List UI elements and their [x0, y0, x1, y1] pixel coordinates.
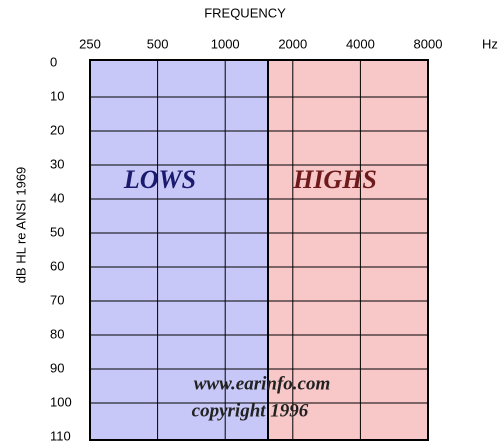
x-tick-label: 1000 — [211, 36, 240, 51]
y-tick-label: 90 — [50, 360, 64, 375]
y-tick-label: 20 — [50, 122, 64, 137]
y-tick-label: 50 — [50, 224, 64, 239]
region-label: LOWS — [123, 165, 196, 194]
y-tick-label: 100 — [50, 394, 72, 409]
x-unit: Hz — [482, 36, 498, 51]
highs-region — [268, 60, 428, 440]
y-tick-label: 30 — [50, 156, 64, 171]
y-label: dB HL re ANSI 1969 — [13, 167, 28, 284]
y-tick-label: 60 — [50, 258, 64, 273]
x-tick-label: 4000 — [346, 36, 375, 51]
title: FREQUENCY — [204, 5, 286, 20]
lows-region — [90, 60, 268, 440]
y-tick-label: 110 — [50, 428, 71, 443]
watermark: www.earinfo.com — [194, 373, 331, 394]
y-tick-label: 70 — [50, 292, 64, 307]
plot-frame — [89, 59, 429, 441]
watermark: copyright 1996 — [192, 400, 309, 421]
y-tick-label: 40 — [50, 190, 64, 205]
y-tick-label: 10 — [50, 88, 64, 103]
y-tick-label: 0 — [50, 54, 57, 69]
x-tick-label: 2000 — [278, 36, 307, 51]
x-tick-label: 8000 — [414, 36, 443, 51]
region-label: HIGHS — [292, 165, 377, 194]
y-tick-label: 80 — [50, 326, 64, 341]
x-tick-label: 250 — [79, 36, 101, 51]
x-tick-label: 500 — [147, 36, 169, 51]
